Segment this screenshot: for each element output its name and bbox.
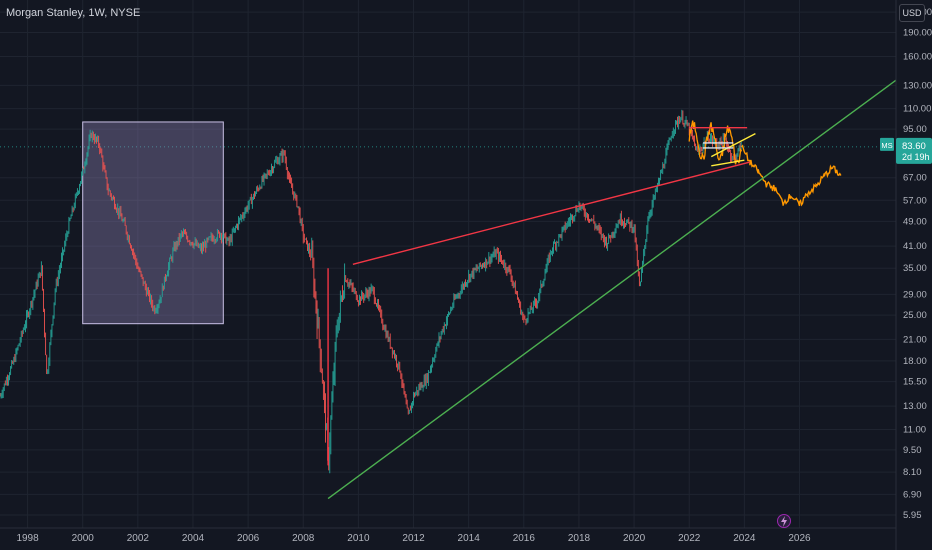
symbol-title: Morgan Stanley, 1W, NYSE — [6, 7, 141, 19]
y-tick-label: 160.00 — [903, 51, 932, 62]
y-tick-label: 130.00 — [903, 80, 932, 91]
y-tick-label: 41.00 — [903, 241, 927, 252]
green-support-line — [327, 79, 897, 500]
y-tick-label: 190.00 — [903, 28, 932, 39]
x-tick-label: 2026 — [788, 533, 811, 544]
y-tick-label: 5.95 — [903, 510, 922, 521]
red-resistance-line — [352, 161, 751, 265]
x-tick-label: 2000 — [72, 533, 95, 544]
y-tick-label: 6.90 — [903, 489, 922, 500]
chart-annotations — [327, 79, 897, 500]
x-tick-label: 2014 — [458, 533, 481, 544]
x-tick-label: 2018 — [568, 533, 591, 544]
y-tick-label: 18.00 — [903, 356, 927, 367]
y-tick-label: 25.00 — [903, 310, 927, 321]
y-tick-label: 49.00 — [903, 216, 927, 227]
bolt-glyph — [781, 516, 787, 527]
price-axis-background — [896, 0, 932, 550]
yellow-upper-line — [710, 132, 756, 158]
x-tick-label: 2010 — [347, 533, 370, 544]
x-tick-label: 2022 — [678, 533, 701, 544]
x-tick-label: 2024 — [733, 533, 756, 544]
price-axis[interactable]: 220.00190.00160.00130.00110.0095.0067.00… — [895, 0, 932, 550]
highlight-box — [82, 121, 224, 325]
y-tick-label: 67.00 — [903, 173, 927, 184]
y-tick-label: 15.50 — [903, 377, 927, 388]
y-tick-label: 35.00 — [903, 263, 927, 274]
y-tick-label: 8.10 — [903, 467, 922, 478]
x-tick-label: 2006 — [237, 533, 260, 544]
currency-button[interactable]: USD — [899, 4, 925, 22]
y-tick-label: 21.00 — [903, 334, 927, 345]
lightning-bolt-icon[interactable] — [777, 514, 791, 528]
ticker-label: MS — [881, 141, 892, 150]
yellow-lower-line — [711, 159, 745, 167]
y-tick-label: 11.00 — [903, 424, 926, 435]
x-tick-label: 2004 — [182, 533, 205, 544]
y-tick-label: 13.00 — [903, 401, 927, 412]
x-tick-label: 2020 — [623, 533, 646, 544]
x-tick-label: 1998 — [16, 533, 39, 544]
last-price-value: 83.60 — [902, 141, 926, 152]
x-tick-label: 2016 — [513, 533, 536, 544]
x-tick-label: 2002 — [127, 533, 150, 544]
x-tick-label: 2008 — [292, 533, 315, 544]
price-badge — [896, 137, 932, 164]
y-tick-label: 29.00 — [903, 289, 927, 300]
y-tick-label: 9.50 — [903, 445, 922, 456]
ticker-badge — [880, 137, 894, 151]
time-axis[interactable]: 1998 2000 2002 2004 2006 2008 2010 2012 2014 2016… — [0, 527, 896, 544]
annotations-back — [82, 121, 224, 325]
y-tick-label: 95.00 — [903, 124, 927, 135]
chart-series — [0, 109, 842, 474]
y-tick-label: 57.00 — [903, 195, 927, 206]
projection-path — [741, 144, 842, 207]
bar-countdown: 2d 19h — [902, 152, 930, 162]
y-tick-label: 110.00 — [903, 104, 931, 115]
x-tick-label: 2012 — [402, 533, 425, 544]
